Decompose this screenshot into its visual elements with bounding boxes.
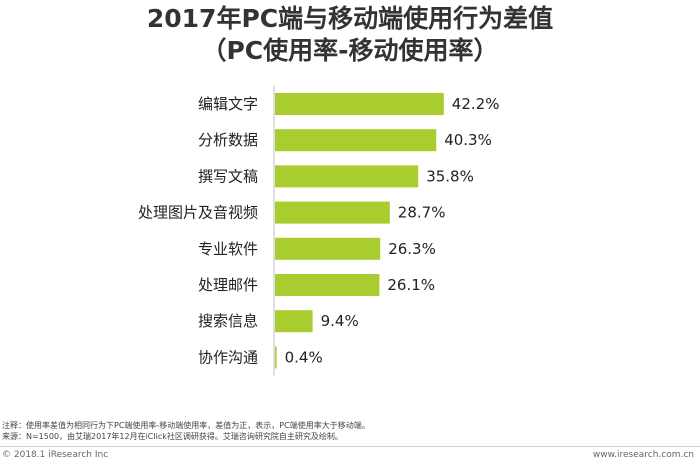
data-label: 35.8% [426, 167, 474, 185]
bar [275, 93, 444, 115]
category-label: 协作沟通 [198, 348, 258, 366]
chart-title-line-1: 2017年PC端与移动端使用行为差值 [146, 4, 554, 33]
website-text: www.iresearch.com.cn [592, 450, 694, 460]
copyright-text: © 2018.1 iResearch Inc [2, 450, 109, 460]
category-label: 处理邮件 [198, 276, 258, 294]
category-label: 搜索信息 [198, 312, 258, 330]
footer-divider [0, 446, 700, 447]
category-label: 编辑文字 [198, 95, 258, 113]
category-label: 分析数据 [198, 131, 258, 149]
data-label: 28.7% [398, 204, 446, 222]
category-label: 处理图片及音视频 [138, 204, 258, 222]
bar [275, 237, 381, 260]
bar [275, 201, 390, 224]
category-label: 专业软件 [198, 240, 258, 258]
chart-note: 注释：使用率差值为相同行为下PC端使用率-移动端使用率，差值为正，表示，PC端使… [2, 421, 370, 430]
data-label: 40.3% [444, 131, 492, 149]
data-label: 0.4% [285, 348, 323, 366]
chart-title-line-2: （PC使用率-移动使用率） [201, 36, 499, 65]
data-label: 9.4% [321, 312, 359, 330]
bar [275, 165, 419, 188]
data-label: 26.1% [387, 276, 435, 294]
data-label: 26.3% [388, 240, 436, 258]
bar [275, 129, 437, 152]
bar [275, 346, 277, 369]
bar [275, 310, 313, 333]
bar [275, 274, 380, 296]
category-label: 撰写文稿 [198, 167, 258, 185]
data-label: 42.2% [452, 95, 500, 113]
chart-source: 来源：N=1500，由艾瑞2017年12月在iClick社区调研获得。艾瑞咨询研… [2, 432, 343, 441]
